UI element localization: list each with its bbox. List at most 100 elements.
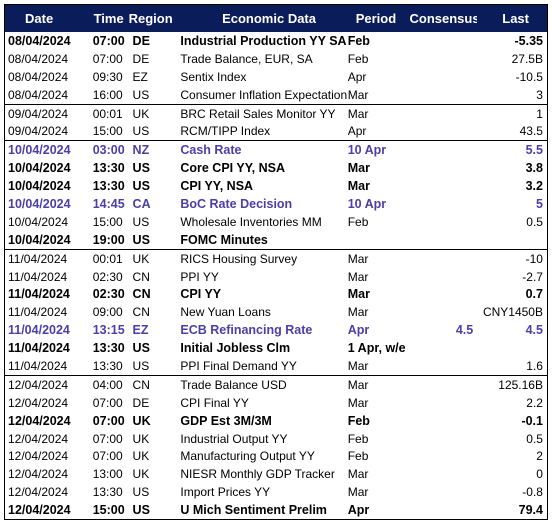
- cell-last: 5: [536, 196, 543, 211]
- cell-time: 13:00: [92, 467, 123, 482]
- cell-economic-data: FOMC Minutes: [180, 232, 268, 247]
- cell-economic-data: Initial Jobless Clm: [180, 341, 291, 356]
- cell-time: 07:00: [92, 413, 125, 428]
- cell-period: Mar: [347, 287, 370, 302]
- cell-time: 09:00: [92, 305, 123, 320]
- cell-period: 1 Apr, w/e: [347, 341, 406, 356]
- cell-economic-data: Core CPI YY, NSA: [180, 161, 286, 176]
- cell-last: 43.5: [519, 124, 543, 139]
- cell-period: Mar: [347, 251, 369, 266]
- cell-date: 12/04/2024: [8, 485, 69, 500]
- cell-time: 09:30: [92, 69, 123, 84]
- cell-last: -0.1: [521, 413, 543, 428]
- cell-economic-data: Trade Balance USD: [180, 377, 287, 392]
- cell-last: 5.5: [525, 143, 543, 158]
- cell-period: Feb: [347, 33, 370, 48]
- cell-period: Apr: [347, 124, 367, 139]
- cell-economic-data: New Yuan Loans: [180, 305, 271, 320]
- header-period: Period: [355, 11, 397, 26]
- cell-last: 0: [536, 467, 543, 482]
- cell-time: 19:00: [92, 232, 125, 247]
- cell-consensus: 4.5: [455, 323, 474, 338]
- cell-last: 27.5B: [511, 51, 543, 66]
- cell-region: UK: [132, 106, 150, 121]
- cell-period: Feb: [347, 214, 369, 229]
- cell-time: 13:30: [92, 161, 125, 176]
- table-header: Date Time Region Economic Data Period Co…: [5, 5, 547, 32]
- cell-time: 15:00: [92, 124, 123, 139]
- table-row: 11/04/2024 00:01 UK RICS Housing Survey Mar -…: [5, 248, 547, 268]
- cell-last: 1.6: [526, 358, 543, 373]
- cell-economic-data: PPI Final Demand YY: [180, 358, 297, 373]
- table-row: 10/04/2024 15:00 US Wholesale Inventories M…: [5, 213, 547, 231]
- cell-region: UK: [132, 431, 150, 446]
- cell-economic-data: RICS Housing Survey: [180, 251, 298, 266]
- cell-time: 13:15: [92, 323, 125, 338]
- cell-economic-data: Industrial Output YY: [180, 431, 288, 446]
- cell-date: 12/04/2024: [8, 503, 71, 518]
- cell-period: Mar: [347, 179, 370, 194]
- cell-date: 11/04/2024: [8, 251, 68, 266]
- cell-economic-data: CPI YY: [180, 287, 222, 302]
- cell-date: 12/04/2024: [8, 467, 69, 482]
- cell-economic-data: Cash Rate: [180, 143, 242, 158]
- cell-period: Mar: [347, 377, 369, 392]
- cell-last: 0.7: [525, 287, 543, 302]
- cell-date: 10/04/2024: [8, 214, 69, 229]
- cell-last: CNY1450B: [482, 305, 543, 320]
- cell-time: 07:00: [92, 51, 123, 66]
- cell-last: -2.7: [522, 269, 543, 284]
- cell-last: 1: [536, 106, 543, 121]
- cell-region: EZ: [132, 69, 148, 84]
- table-row: 11/04/2024 09:00 CN New Yuan Loans Mar CNY145…: [5, 303, 547, 321]
- cell-date: 11/04/2024: [8, 287, 70, 302]
- header-economic-data: Economic Data: [222, 11, 316, 26]
- cell-period: Mar: [347, 305, 369, 320]
- cell-economic-data: NIESR Monthly GDP Tracker: [180, 467, 335, 482]
- header-date: Date: [25, 11, 54, 26]
- economic-calendar-table: Date Time Region Economic Data Period Co…: [4, 4, 548, 521]
- cell-period: Mar: [347, 161, 370, 176]
- table-row: 10/04/2024 14:45 CA BoC Rate Decision 10 Apr…: [5, 195, 547, 213]
- cell-economic-data: Consumer Inflation Expectation: [180, 87, 348, 102]
- table-row: 11/04/2024 02:30 CN PPI YY Mar -2.7: [5, 268, 547, 286]
- table-row: 12/04/2024 13:30 US Import Prices YY Mar -0.8: [5, 483, 547, 501]
- cell-region: US: [132, 179, 150, 194]
- table-row: 08/04/2024 09:30 EZ Sentix Index Apr -10.5: [5, 68, 547, 86]
- cell-region: CA: [132, 196, 151, 211]
- cell-date: 09/04/2024: [8, 124, 69, 139]
- table-row: 12/04/2024 13:00 UK NIESR Monthly GDP Track…: [5, 465, 547, 483]
- table-row: 10/04/2024 03:00 NZ Cash Rate 10 Apr 5.5: [5, 140, 547, 159]
- cell-period: Feb: [347, 431, 369, 446]
- cell-economic-data: CPI Final YY: [180, 395, 249, 410]
- table-row: 12/04/2024 07:00 UK Industrial Output YY Feb…: [5, 430, 547, 448]
- cell-period: Feb: [347, 51, 369, 66]
- cell-period: Apr: [347, 503, 370, 518]
- header-time: Time: [93, 11, 124, 26]
- table-row: 12/04/2024 07:00 UK GDP Est 3M/3M Feb -0.1: [5, 412, 547, 430]
- cell-date: 08/04/2024: [8, 87, 69, 102]
- cell-region: UK: [132, 413, 151, 428]
- cell-time: 02:30: [92, 269, 123, 284]
- cell-date: 12/04/2024: [8, 377, 69, 392]
- cell-period: Mar: [347, 269, 369, 284]
- cell-time: 02:30: [92, 287, 125, 302]
- cell-region: NZ: [132, 143, 150, 158]
- table-row: 08/04/2024 16:00 US Consumer Inflation Expe…: [5, 86, 547, 104]
- cell-last: -5.35: [514, 33, 543, 48]
- cell-region: CN: [132, 305, 150, 320]
- cell-region: US: [132, 485, 150, 500]
- cell-period: Feb: [347, 449, 369, 464]
- cell-region: US: [132, 503, 150, 518]
- cell-region: US: [132, 87, 150, 102]
- cell-time: 03:00: [92, 143, 125, 158]
- cell-date: 11/04/2024: [8, 341, 70, 356]
- cell-period: Feb: [347, 413, 370, 428]
- cell-date: 08/04/2024: [8, 69, 69, 84]
- cell-date: 08/04/2024: [8, 51, 69, 66]
- cell-region: CN: [132, 269, 150, 284]
- cell-region: US: [132, 358, 150, 373]
- cell-economic-data: U Mich Sentiment Prelim: [180, 503, 327, 518]
- cell-last: 0.5: [526, 431, 543, 446]
- cell-date: 08/04/2024: [8, 33, 71, 48]
